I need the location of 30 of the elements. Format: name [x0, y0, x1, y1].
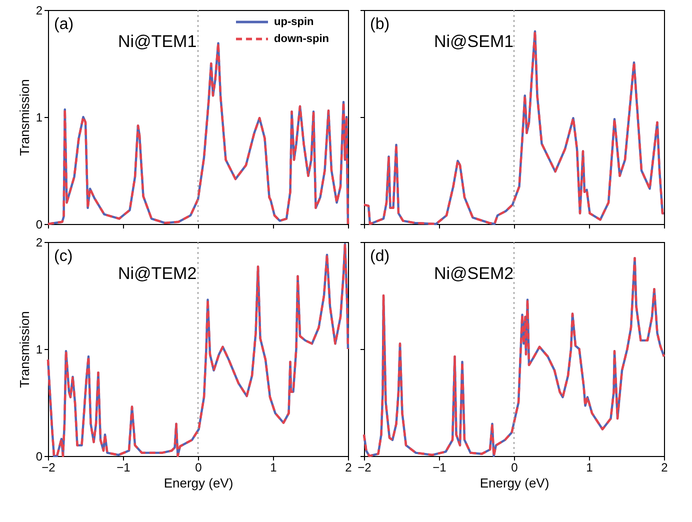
x-axis-title: Energy (eV) [480, 476, 550, 490]
x-tick-label: 0 [195, 460, 202, 474]
annotation: (b) [370, 16, 390, 33]
annotation: (c) [54, 248, 73, 265]
x-tick-label: 1 [586, 460, 594, 474]
legend-label: down-spin [274, 33, 330, 45]
x-tick-label: −2 [42, 460, 56, 474]
x-tick-label: −2 [358, 460, 372, 474]
y-tick-label: 2 [36, 236, 43, 250]
x-axis-title: Energy (eV) [164, 476, 234, 490]
x-tick-label: 1 [270, 460, 278, 474]
x-tick-label: −1 [432, 460, 447, 474]
y-tick-label: 2 [36, 4, 43, 18]
x-tick-label: 0 [511, 460, 518, 474]
y-axis-title: Transmission [16, 311, 32, 388]
annotation: (a) [54, 16, 74, 33]
annotation: Ni@TEM1 [118, 32, 197, 51]
legend-label: up-spin [274, 16, 314, 28]
annotation: Ni@SEM2 [434, 264, 514, 283]
y-tick-label: 1 [36, 342, 43, 356]
y-axis-title: Transmission [16, 79, 32, 156]
y-tick-label: 1 [36, 110, 43, 124]
y-tick-label: 0 [36, 218, 43, 232]
x-tick-label: 2 [661, 460, 668, 474]
y-tick-label: 0 [36, 450, 43, 464]
x-tick-label: −1 [116, 460, 131, 474]
annotation: Ni@TEM2 [118, 264, 197, 283]
annotation: (d) [370, 248, 390, 265]
annotation: Ni@SEM1 [434, 32, 514, 51]
x-tick-label: 2 [345, 460, 352, 474]
